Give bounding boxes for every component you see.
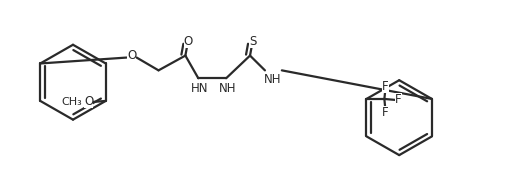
Text: CH₃: CH₃ [62, 97, 82, 107]
Text: HN: HN [190, 82, 208, 95]
Text: O: O [127, 49, 136, 62]
Text: NH: NH [264, 73, 281, 86]
Text: S: S [249, 35, 257, 48]
Text: O: O [84, 95, 94, 108]
Text: F: F [395, 93, 402, 106]
Text: O: O [184, 35, 193, 48]
Text: F: F [382, 106, 389, 119]
Text: F: F [382, 80, 389, 93]
Text: NH: NH [218, 82, 236, 95]
